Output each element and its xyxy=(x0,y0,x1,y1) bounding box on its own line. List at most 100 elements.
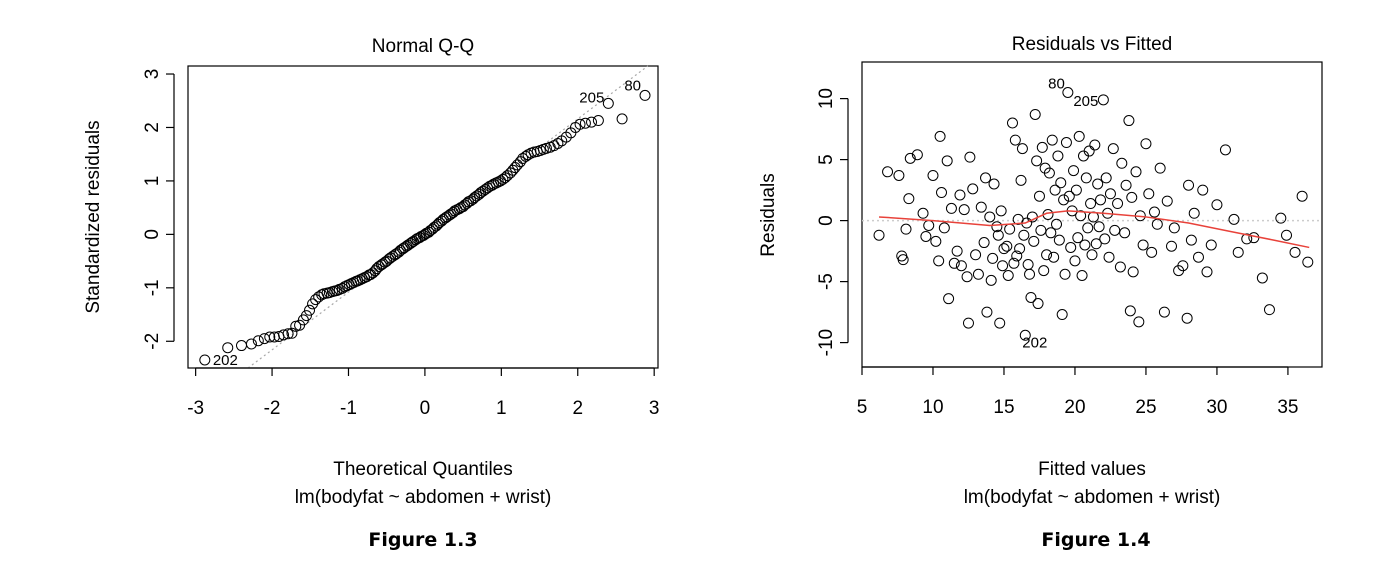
rf-point xyxy=(1028,235,1040,247)
rf-point xyxy=(1006,117,1018,129)
qq-y-tick-label: 3 xyxy=(142,69,163,80)
rf-point xyxy=(978,237,990,249)
qq-y-tick-label: 1 xyxy=(142,176,163,187)
rf-point xyxy=(934,130,946,142)
rf-point xyxy=(975,201,987,213)
rf-point xyxy=(1130,166,1142,178)
qq-point xyxy=(235,340,247,352)
qq-point xyxy=(602,97,614,109)
rf-title: Residuals vs Fitted xyxy=(1012,34,1173,55)
rf-point xyxy=(1070,184,1082,196)
rf-point xyxy=(1060,137,1072,149)
rf-point-labels: 80 205 202 xyxy=(1022,76,1098,352)
qq-point xyxy=(394,244,406,256)
qq-point xyxy=(437,213,449,225)
rf-point xyxy=(1120,179,1132,191)
qq-x-tick-label: -1 xyxy=(340,398,357,419)
rf-point xyxy=(1016,143,1028,155)
qq-x-tick-label: -2 xyxy=(264,398,281,419)
qq-x-axis: -3 -2 -1 0 1 2 3 xyxy=(187,367,659,419)
qq-point xyxy=(278,329,290,341)
qq-x-tick-label: 2 xyxy=(572,398,583,419)
qq-point xyxy=(592,115,604,127)
qq-point xyxy=(367,267,379,279)
qq-point-label: 80 xyxy=(624,77,641,94)
rf-x-tick-label: 10 xyxy=(922,397,943,418)
rf-point xyxy=(1090,238,1102,250)
rf-point xyxy=(882,166,894,178)
rf-point xyxy=(1038,265,1050,277)
rf-point xyxy=(917,207,929,219)
rf-point xyxy=(1177,260,1189,272)
rf-point xyxy=(1018,229,1030,241)
rf-point xyxy=(1296,190,1308,202)
rf-y-tick-label: -5 xyxy=(816,273,837,290)
qq-point xyxy=(383,253,395,265)
rf-point xyxy=(1056,309,1068,321)
rf-y-tick-label: -10 xyxy=(816,329,837,356)
qq-y-tick-label: 2 xyxy=(142,122,163,133)
qq-point xyxy=(300,310,312,322)
qq-point-labels: 202 205 80 xyxy=(213,77,641,369)
rf-point xyxy=(980,172,992,184)
qq-point xyxy=(441,211,453,223)
rf-point xyxy=(1058,194,1070,206)
rf-point xyxy=(998,243,1010,255)
rf-point xyxy=(954,189,966,201)
qq-x-label: Theoretical Quantiles xyxy=(333,459,513,480)
rf-point xyxy=(1041,249,1053,261)
rf-point xyxy=(992,229,1004,241)
rf-point xyxy=(1079,239,1091,251)
rf-point xyxy=(991,221,1003,233)
rf-point xyxy=(1137,239,1149,251)
rf-point xyxy=(1065,241,1077,253)
qq-y-tick-label: -2 xyxy=(142,333,163,350)
rf-point xyxy=(1116,157,1128,169)
rf-point xyxy=(938,222,950,234)
rf-point xyxy=(1025,291,1037,303)
rf-point xyxy=(1107,143,1119,155)
rf-point xyxy=(1099,233,1111,245)
qq-title: Normal Q-Q xyxy=(372,36,474,57)
rf-point xyxy=(984,211,996,223)
qq-y-label: Standardized residuals xyxy=(83,120,104,313)
rf-point xyxy=(955,260,967,272)
rf-point xyxy=(962,317,974,329)
qq-y-tick-label: 0 xyxy=(142,229,163,240)
rf-point xyxy=(985,274,997,286)
residuals-plot: Residuals vs Fitted 5 10 15 20 25 30 35 -10-50… xyxy=(758,34,1323,551)
rf-point xyxy=(1082,222,1094,234)
rf-point xyxy=(1104,188,1116,200)
qq-x-tick-label: -3 xyxy=(187,398,204,419)
rf-point xyxy=(941,155,953,167)
rf-point xyxy=(997,260,1009,272)
rf-point xyxy=(1183,179,1195,191)
rf-point xyxy=(936,187,948,199)
rf-y-axis: -10 -5 0 5 10 xyxy=(816,88,849,356)
rf-x-label: Fitted values xyxy=(1038,459,1146,480)
rf-point xyxy=(1043,167,1055,179)
rf-point xyxy=(1033,190,1045,202)
rf-point xyxy=(1092,178,1104,190)
rf-smooth-line xyxy=(878,210,1310,249)
qq-point xyxy=(286,327,298,339)
rf-point xyxy=(1083,145,1095,157)
rf-point xyxy=(1024,268,1036,280)
qq-subtitle: lm(bodyfat ~ abdomen + wrist) xyxy=(295,487,552,508)
rf-point xyxy=(945,202,957,214)
rf-point xyxy=(1053,234,1065,246)
rf-point xyxy=(1161,195,1173,207)
qq-point xyxy=(574,118,586,130)
rf-x-tick-label: 25 xyxy=(1135,397,1156,418)
rf-point xyxy=(1086,249,1098,261)
rf-point xyxy=(930,235,942,247)
rf-point xyxy=(1188,207,1200,219)
rf-point xyxy=(1103,251,1115,263)
rf-point xyxy=(1072,232,1084,244)
rf-x-axis: 5 10 15 20 25 30 35 xyxy=(857,366,1298,418)
qq-point xyxy=(552,138,564,150)
rf-point xyxy=(1076,270,1088,281)
rf-point xyxy=(1146,246,1158,258)
qq-point xyxy=(252,335,264,347)
